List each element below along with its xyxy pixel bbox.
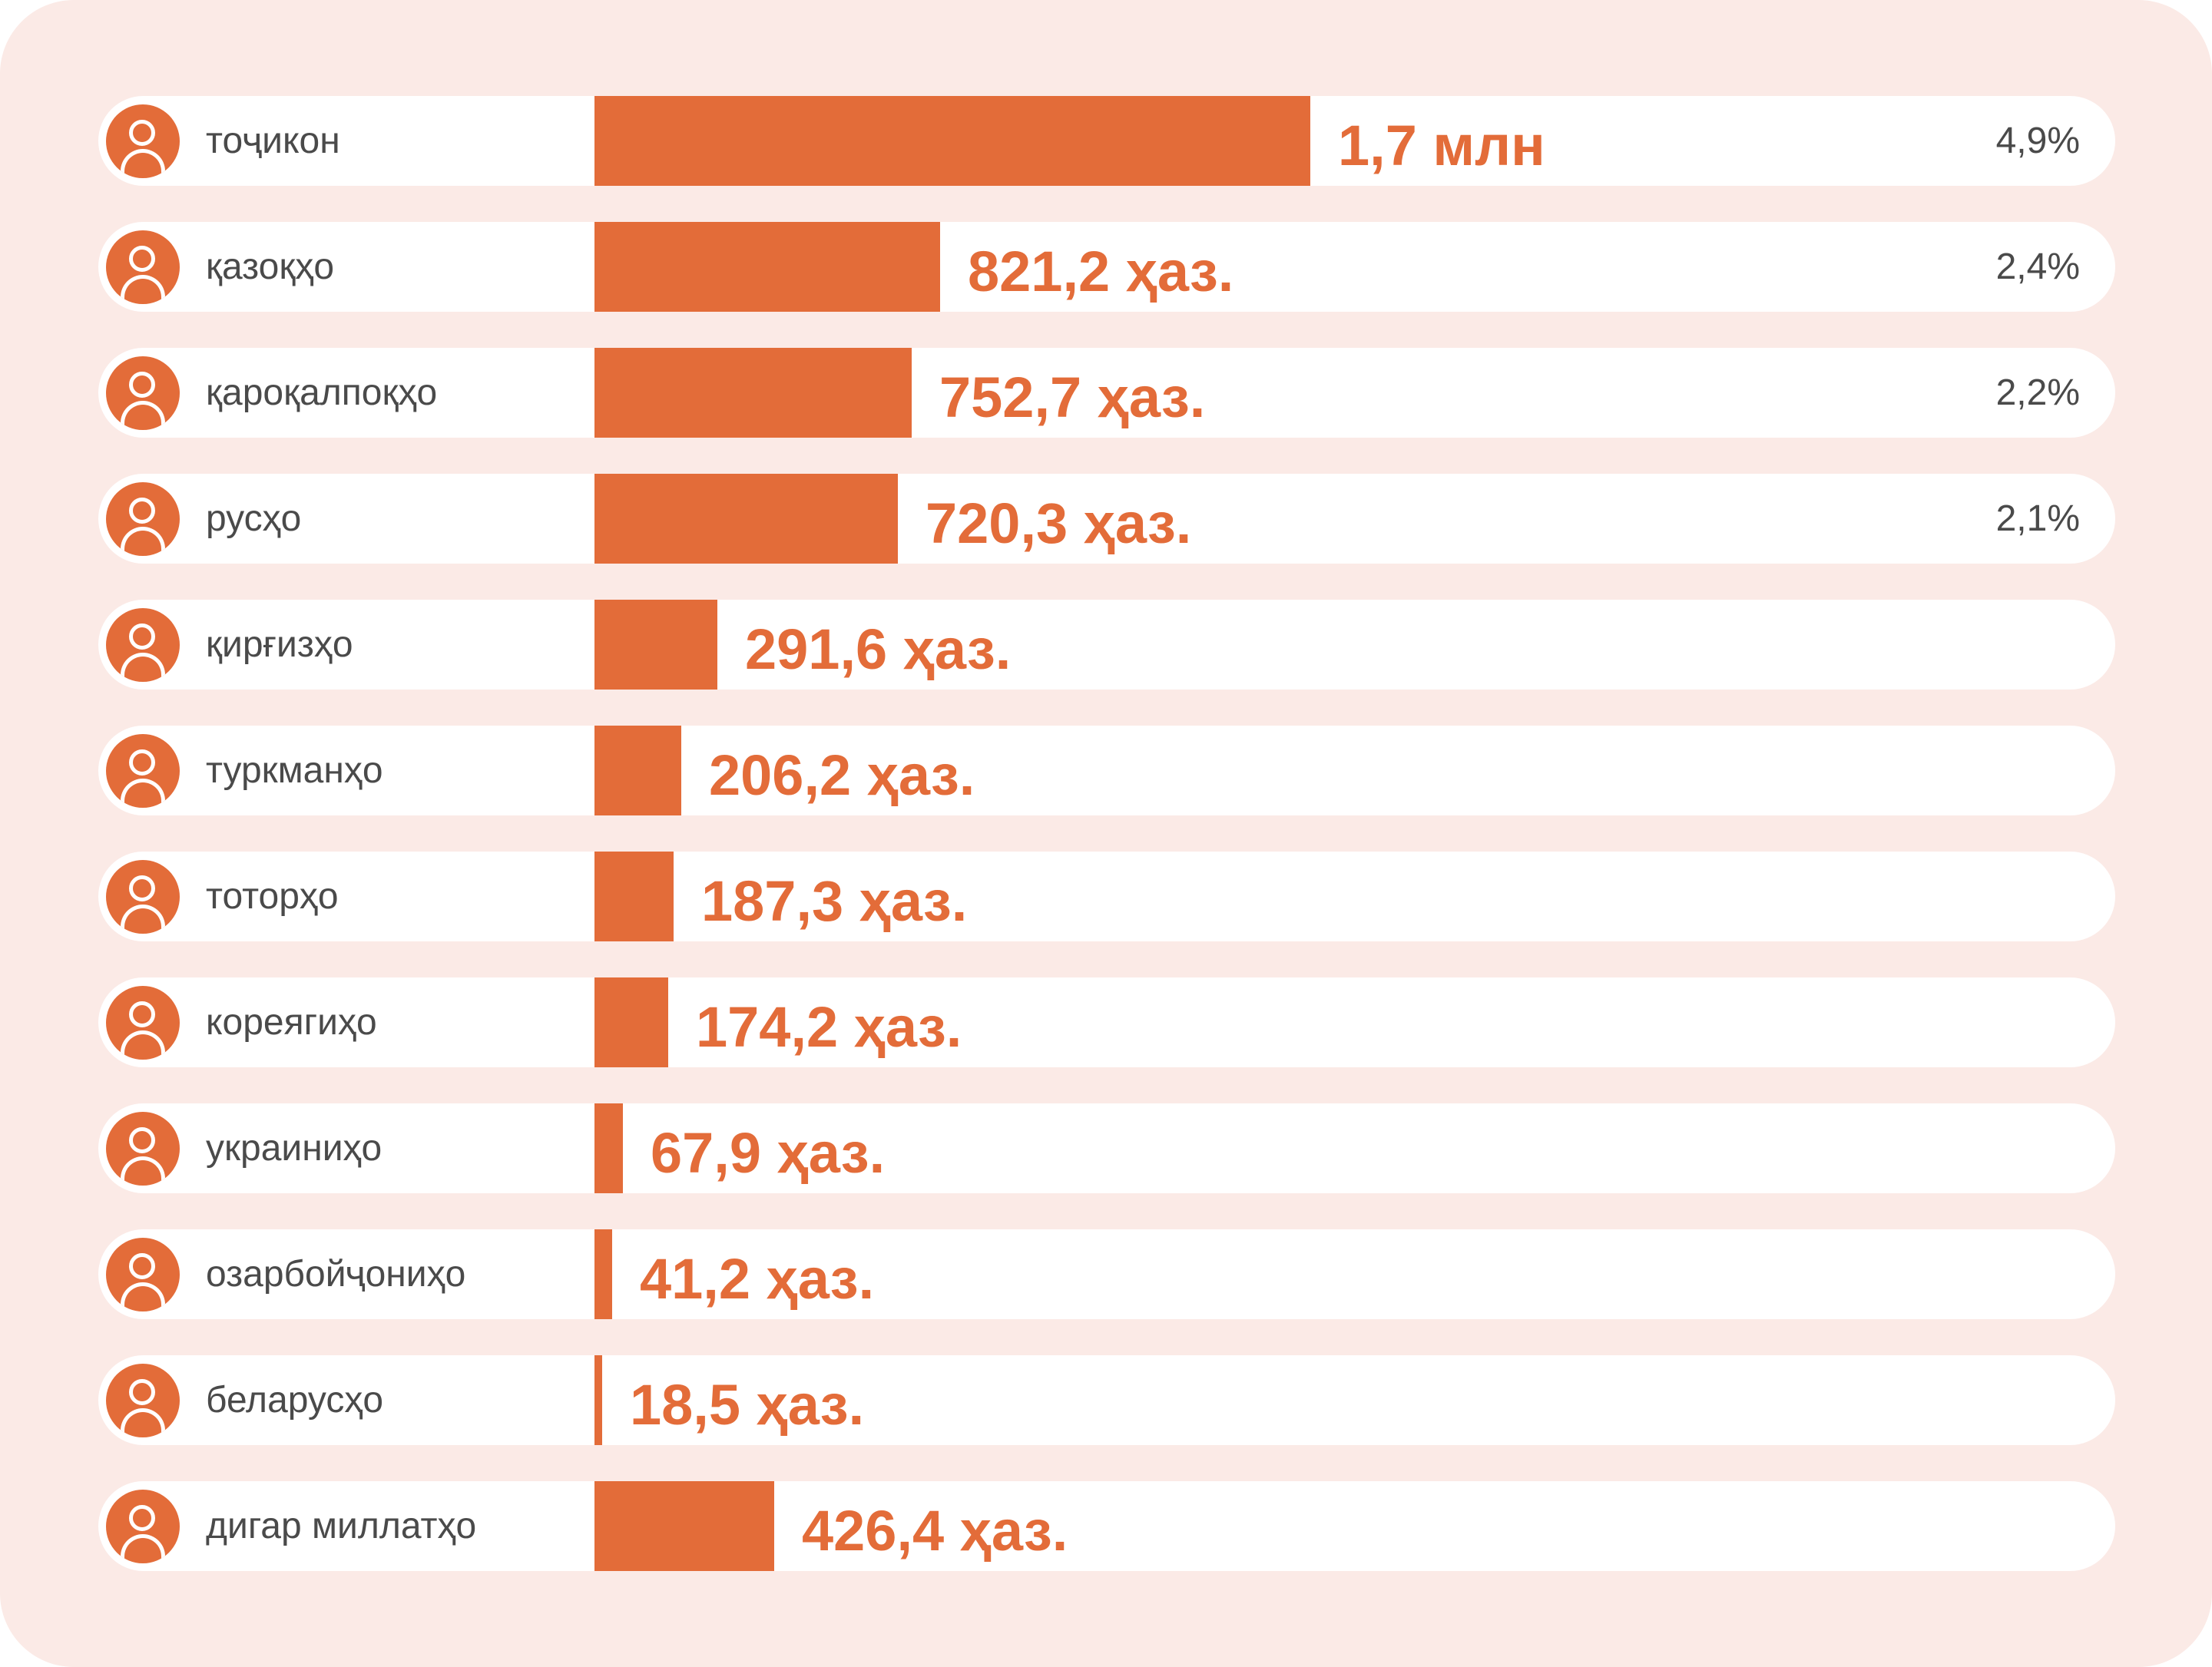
category-label: дигар миллатҳо	[206, 1506, 477, 1546]
bar	[594, 1481, 774, 1571]
value-label: 752,7 ҳаз.	[939, 365, 1206, 429]
value-label: 291,6 ҳаз.	[745, 617, 1012, 681]
bar-row: озарбойҷониҳо 41,2 ҳаз.	[98, 1229, 2115, 1319]
person-icon	[106, 1490, 180, 1563]
category-label: қароқалпоқҳо	[206, 372, 438, 413]
category-label: қирғизҳо	[206, 624, 353, 665]
value-label: 41,2 ҳаз.	[640, 1247, 875, 1311]
bar-row: қазоқҳо 821,2 ҳаз. 2,4%	[98, 222, 2115, 312]
person-icon	[106, 1112, 180, 1186]
bar	[594, 600, 717, 690]
share-label: 2,2%	[1995, 372, 2080, 413]
value-label: 821,2 ҳаз.	[968, 240, 1234, 303]
value-label: 206,2 ҳаз.	[709, 743, 975, 807]
person-icon	[106, 1238, 180, 1311]
person-icon	[106, 734, 180, 808]
bar	[594, 1355, 602, 1445]
bar-row: беларусҳо 18,5 ҳаз.	[98, 1355, 2115, 1445]
value-label: 187,3 ҳаз.	[701, 869, 968, 933]
category-label: русҳо	[206, 498, 302, 539]
bar-row: қароқалпоқҳо 752,7 ҳаз. 2,2%	[98, 348, 2115, 438]
bar-row: туркманҳо 206,2 ҳаз.	[98, 726, 2115, 815]
bar	[594, 474, 898, 564]
bar	[594, 96, 1310, 186]
person-icon	[106, 986, 180, 1060]
bar-row: тоторҳо 187,3 ҳаз.	[98, 852, 2115, 941]
person-icon	[106, 482, 180, 556]
bar	[594, 852, 674, 941]
bar-row: қирғизҳо 291,6 ҳаз.	[98, 600, 2115, 690]
category-label: тоторҳо	[206, 876, 339, 917]
bar	[594, 348, 912, 438]
bar-row: русҳо 720,3 ҳаз. 2,1%	[98, 474, 2115, 564]
bar	[594, 1229, 612, 1319]
bar	[594, 977, 668, 1067]
category-label: туркманҳо	[206, 750, 383, 791]
bar	[594, 1103, 623, 1193]
value-label: 18,5 ҳаз.	[630, 1373, 865, 1437]
category-label: кореягиҳо	[206, 1002, 377, 1043]
bar	[594, 222, 940, 312]
value-label: 67,9 ҳаз.	[651, 1121, 886, 1185]
person-icon	[106, 1364, 180, 1437]
bar-row: кореягиҳо 174,2 ҳаз.	[98, 977, 2115, 1067]
share-label: 4,9%	[1995, 121, 2080, 161]
person-icon	[106, 356, 180, 430]
bar-row: тоҷикон 1,7 млн 4,9%	[98, 96, 2115, 186]
value-label: 174,2 ҳаз.	[696, 995, 962, 1059]
value-label: 720,3 ҳаз.	[926, 491, 1192, 555]
category-label: украиниҳо	[206, 1128, 382, 1169]
share-label: 2,4%	[1995, 246, 2080, 287]
value-label: 426,4 ҳаз.	[802, 1499, 1068, 1563]
person-icon	[106, 608, 180, 682]
category-label: озарбойҷониҳо	[206, 1254, 466, 1295]
person-icon	[106, 860, 180, 934]
category-label: беларусҳо	[206, 1380, 384, 1421]
bar-row: дигар миллатҳо 426,4 ҳаз.	[98, 1481, 2115, 1571]
person-icon	[106, 104, 180, 178]
share-label: 2,1%	[1995, 498, 2080, 539]
person-icon	[106, 230, 180, 304]
bar	[594, 726, 681, 815]
category-label: тоҷикон	[206, 121, 340, 161]
bar-row: украиниҳо 67,9 ҳаз.	[98, 1103, 2115, 1193]
category-label: қазоқҳо	[206, 246, 335, 287]
value-label: 1,7 млн	[1338, 114, 1545, 177]
